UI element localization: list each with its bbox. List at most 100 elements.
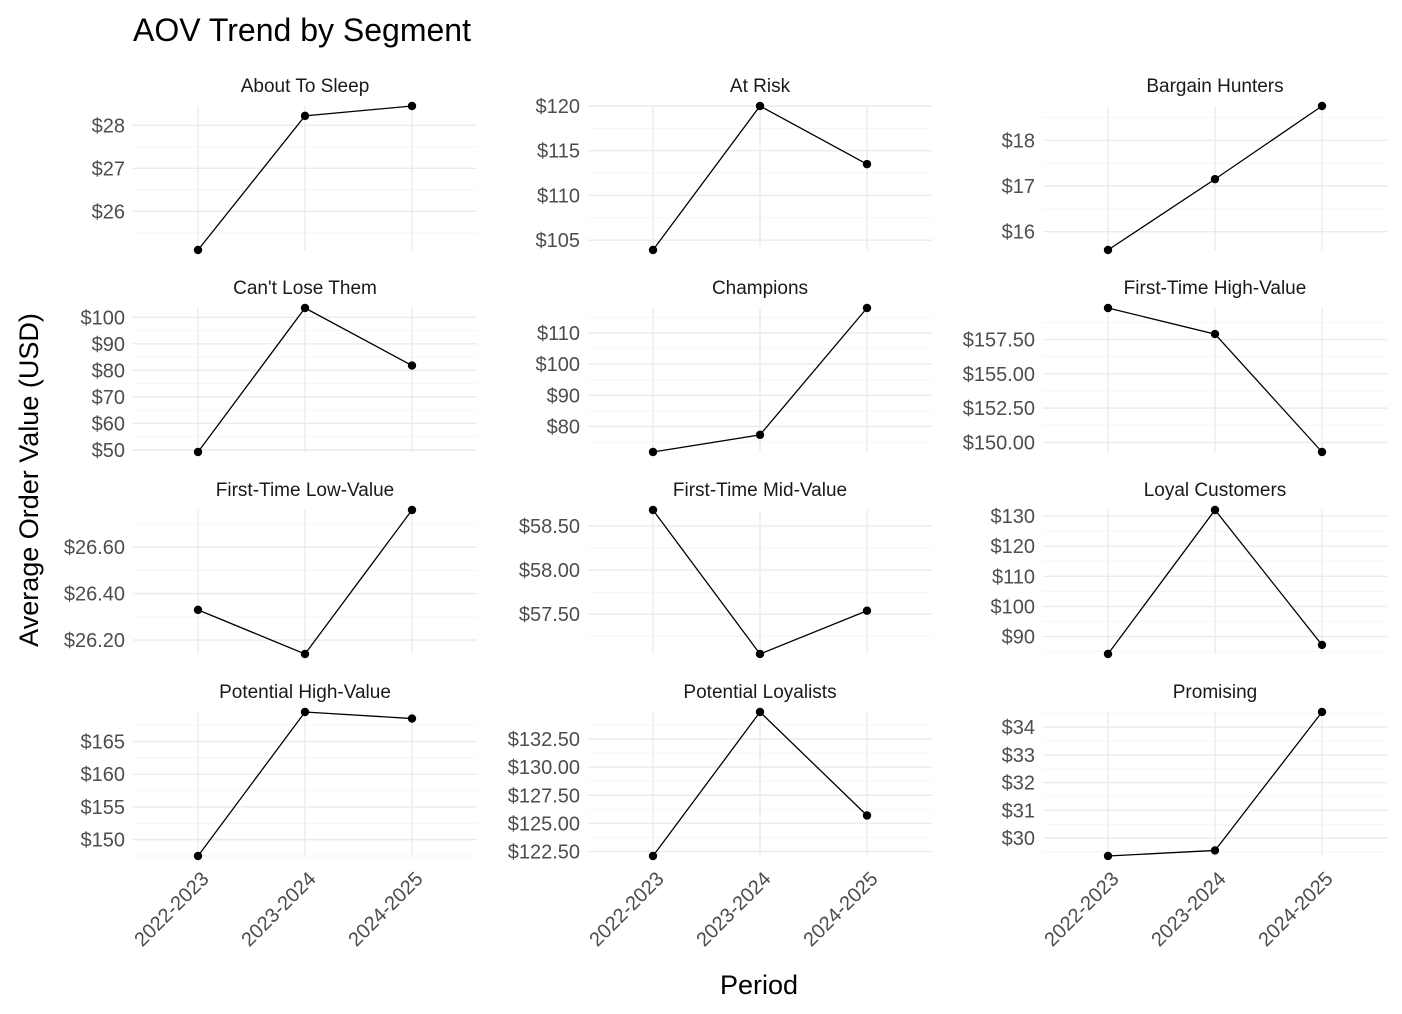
y-tick-label: $127.50 — [508, 785, 580, 807]
data-point — [193, 447, 203, 457]
y-tick-label: $30 — [1002, 828, 1035, 850]
x-tick-label: 2022-2023 — [1040, 868, 1123, 951]
y-tick-label: $110 — [992, 566, 1035, 588]
data-point — [407, 505, 417, 515]
facet-strip-label: Promising — [1173, 682, 1257, 703]
data-point — [648, 851, 658, 861]
data-point — [648, 245, 658, 255]
facet-panels: About To Sleep $26 $27 $28 At Risk $105 $110 $1… — [64, 76, 1387, 951]
x-tick-label: 2024-2025 — [344, 868, 427, 951]
y-tick-label: $110 — [537, 185, 580, 207]
data-point — [1103, 303, 1113, 313]
y-tick-label: $70 — [92, 387, 125, 409]
data-point — [1210, 174, 1220, 184]
facet-strip-label: First-Time High-Value — [1124, 278, 1307, 299]
facet-strip-label: At Risk — [730, 76, 791, 97]
y-axis-title: Average Order Value (USD) — [14, 313, 44, 647]
y-tick-label: $165 — [81, 731, 126, 753]
y-tick-label: $160 — [81, 764, 126, 786]
y-tick-label: $17 — [1002, 176, 1035, 198]
y-tick-label: $100 — [991, 596, 1036, 618]
y-tick-label: $26.60 — [64, 537, 125, 559]
y-tick-label: $33 — [1002, 745, 1035, 767]
y-tick-label: $26 — [92, 201, 125, 223]
x-axis-title: Period — [720, 970, 798, 1000]
facet-panel: First-Time High-Value $150.00 $152.50 $155.… — [963, 278, 1387, 457]
y-tick-label: $115 — [537, 141, 580, 163]
facet-strip-label: Loyal Customers — [1144, 480, 1287, 501]
y-tick-label: $100 — [81, 307, 126, 329]
facet-strip-label: First-Time Mid-Value — [673, 480, 847, 501]
facet-panel: First-Time Mid-Value $57.50 $58.00 $58.50 — [519, 480, 932, 659]
y-tick-label: $157.50 — [963, 330, 1035, 352]
facet-panel: Champions $80 $90 $100 $110 — [536, 278, 932, 457]
y-tick-label: $90 — [92, 334, 125, 356]
facet-panel: Can't Lose Them $50 $60 $70 $80 $90 $100 — [81, 278, 477, 462]
y-tick-label: $58.00 — [519, 560, 580, 582]
data-point — [862, 303, 872, 313]
data-point — [1317, 101, 1327, 111]
y-tick-label: $90 — [547, 385, 580, 407]
facet-strip-label: About To Sleep — [241, 76, 370, 97]
y-tick-label: $150.00 — [963, 432, 1035, 454]
data-point — [862, 159, 872, 169]
y-tick-label: $100 — [536, 354, 581, 376]
data-point — [300, 111, 310, 121]
facet-panel: Loyal Customers $90 $100 $110 $120 $130 — [991, 480, 1387, 659]
y-tick-label: $130 — [991, 506, 1036, 528]
data-point — [1103, 649, 1113, 659]
x-tick-label: 2024-2025 — [799, 868, 882, 951]
data-point — [1317, 707, 1327, 717]
data-point — [407, 101, 417, 111]
data-point — [193, 605, 203, 615]
y-tick-label: $58.50 — [519, 516, 580, 538]
facet-strip-label: Can't Lose Them — [233, 278, 377, 299]
y-tick-label: $26.40 — [64, 584, 125, 606]
data-point — [1317, 447, 1327, 457]
data-point — [1210, 505, 1220, 515]
y-tick-label: $155 — [81, 797, 126, 819]
data-point — [862, 811, 872, 820]
y-tick-label: $132.50 — [508, 729, 580, 751]
y-tick-label: $122.50 — [508, 842, 580, 864]
facet-panel: About To Sleep $26 $27 $28 — [92, 76, 477, 255]
y-tick-label: $16 — [1002, 222, 1035, 244]
facet-strip-label: Champions — [712, 278, 808, 299]
y-tick-label: $90 — [1002, 627, 1035, 649]
facet-panel: Bargain Hunters $16 $17 $18 — [1002, 76, 1387, 255]
data-point — [755, 707, 765, 717]
facet-panel: Potential Loyalists $122.50 $125.00 $127.50… — [508, 682, 932, 951]
y-tick-label: $26.20 — [64, 630, 125, 652]
data-point — [862, 606, 872, 615]
facet-panel: Potential High-Value $150 $155 $160 $165 2022… — [81, 682, 477, 951]
y-tick-label: $34 — [1002, 717, 1035, 739]
y-tick-label: $80 — [92, 360, 125, 382]
facet-strip-label: First-Time Low-Value — [216, 480, 394, 501]
y-tick-label: $110 — [537, 323, 580, 345]
chart-title: AOV Trend by Segment — [133, 12, 471, 48]
data-point — [193, 851, 203, 861]
y-tick-label: $60 — [92, 413, 125, 435]
x-tick-label: 2023-2024 — [1147, 868, 1230, 951]
x-tick-label: 2022-2023 — [130, 868, 213, 951]
facet-strip-label: Potential High-Value — [219, 682, 391, 703]
data-point — [300, 707, 310, 717]
facet-strip-label: Bargain Hunters — [1146, 76, 1283, 97]
y-tick-label: $80 — [547, 416, 580, 438]
data-point — [755, 649, 765, 659]
y-tick-label: $50 — [92, 440, 125, 462]
y-tick-label: $125.00 — [508, 813, 580, 835]
y-tick-label: $155.00 — [963, 364, 1035, 386]
data-point — [1103, 851, 1113, 861]
data-point — [1210, 329, 1220, 339]
facet-panel: Promising $30 $31 $32 $33 $34 2022-2023 2023-20… — [1002, 682, 1387, 951]
data-point — [407, 714, 417, 723]
y-tick-label: $120 — [536, 96, 581, 118]
x-tick-label: 2023-2024 — [692, 868, 775, 951]
data-point — [648, 447, 658, 457]
data-point — [1103, 245, 1113, 255]
x-tick-label: 2022-2023 — [585, 868, 668, 951]
x-tick-label: 2023-2024 — [237, 868, 320, 951]
y-tick-label: $120 — [991, 536, 1036, 558]
